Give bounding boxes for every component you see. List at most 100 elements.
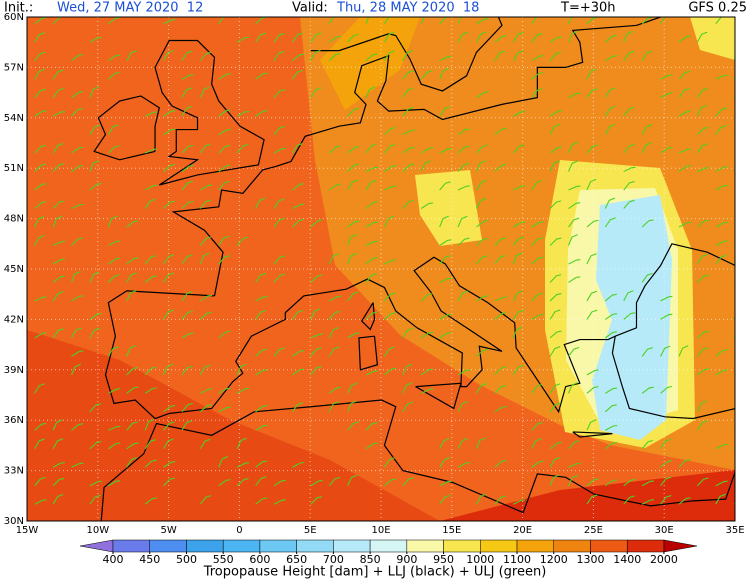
- lon-label: 15E: [442, 525, 461, 536]
- wind-barb: [126, 257, 139, 265]
- wind-barb: [568, 185, 581, 191]
- wind-barb: [733, 95, 735, 98]
- colorbar-label: 550: [213, 553, 234, 566]
- wind-barb: [402, 146, 415, 154]
- wind-barb: [586, 144, 599, 154]
- wind-barb: [641, 124, 653, 135]
- wind-barb: [696, 126, 709, 136]
- colorbar-box: [222, 539, 261, 553]
- wind-barb: [420, 17, 425, 24]
- wind-barb: [181, 50, 193, 61]
- wind-barb: [384, 259, 397, 265]
- wind-barb: [291, 309, 304, 320]
- wind-barb: [181, 420, 193, 431]
- wind-barb: [439, 55, 452, 62]
- wind-barb: [549, 51, 562, 62]
- lon-label: 10W: [86, 525, 109, 536]
- wind-barb: [494, 459, 507, 468]
- wind-barb: [199, 236, 212, 246]
- wind-barb: [347, 146, 360, 154]
- wind-barb: [163, 438, 174, 450]
- wind-barb: [402, 106, 414, 117]
- wind-barb: [328, 401, 340, 413]
- wind-barb: [494, 366, 507, 376]
- wind-barb: [586, 219, 599, 228]
- wind-barb: [291, 402, 304, 413]
- wind-barb: [439, 147, 452, 154]
- wind-barb: [494, 254, 506, 265]
- wind-barb: [255, 348, 268, 357]
- wind-barb: [733, 354, 735, 357]
- lat-label: 54N: [4, 113, 24, 124]
- wind-barb: [255, 32, 267, 43]
- wind-barb: [604, 87, 616, 98]
- wind-barb: [199, 143, 212, 154]
- wind-barb: [273, 499, 286, 505]
- wind-barb: [697, 368, 710, 376]
- wind-barb: [347, 291, 359, 302]
- wind-barb: [604, 123, 616, 135]
- colorbar-label: 700: [323, 553, 344, 566]
- wind-barb: [494, 296, 507, 302]
- wind-barb: [144, 418, 155, 431]
- wind-barb: [623, 290, 634, 302]
- wind-barb: [475, 493, 487, 505]
- lat-label: 30N: [4, 516, 24, 527]
- colorbar-box: [149, 539, 187, 553]
- wind-barb: [255, 197, 266, 209]
- lon-label: 10E: [371, 525, 390, 536]
- init-label: Init.:: [4, 1, 33, 16]
- wind-barb: [733, 334, 735, 339]
- wind-barb: [291, 69, 304, 80]
- wind-barb: [236, 363, 247, 376]
- wind-barb: [347, 107, 359, 117]
- wind-barb: [52, 477, 65, 487]
- wind-barb: [328, 346, 340, 357]
- wind-barb: [163, 254, 175, 265]
- wind-barb: [328, 327, 339, 339]
- wind-barb: [126, 366, 139, 376]
- wind-barb: [696, 143, 708, 154]
- wind-barb: [144, 439, 156, 450]
- wind-barb: [678, 88, 690, 98]
- wind-barb: [660, 345, 671, 357]
- wind-barb: [163, 404, 176, 413]
- wind-barb: [181, 310, 194, 320]
- wind-barb: [218, 330, 231, 339]
- wind-barb: [34, 163, 47, 172]
- wind-barb: [568, 217, 580, 228]
- wind-barb: [439, 67, 449, 80]
- wind-barb: [531, 221, 544, 228]
- wind-barb: [144, 111, 158, 117]
- wind-barb: [568, 141, 578, 154]
- wind-barb: [641, 50, 653, 61]
- wind-barb: [678, 148, 691, 154]
- wind-barb: [623, 180, 635, 191]
- colorbar-end: [79, 539, 114, 553]
- lat-label: 51N: [4, 163, 24, 174]
- wind-barb: [144, 275, 157, 283]
- wind-barb: [273, 479, 286, 487]
- wind-barb: [457, 401, 468, 413]
- wind-barb: [733, 243, 735, 246]
- wind-barb: [715, 74, 728, 80]
- wind-barb: [513, 110, 526, 117]
- wind-barb: [568, 234, 578, 246]
- wind-barb: [71, 350, 84, 357]
- wind-barb: [384, 292, 396, 302]
- wind-barb: [678, 35, 691, 43]
- wind-barb: [531, 17, 538, 25]
- wind-barb: [34, 110, 47, 117]
- lat-label: 57N: [4, 62, 24, 73]
- wind-barb: [696, 104, 707, 117]
- wind-barb: [218, 235, 230, 246]
- wind-barb: [107, 71, 120, 80]
- colorbar-label: 1200: [540, 553, 568, 566]
- wind-barb: [52, 143, 64, 154]
- wind-barb: [273, 198, 285, 209]
- lon-label: 0: [236, 525, 242, 536]
- wind-barb: [383, 17, 390, 25]
- wind-barb: [163, 309, 174, 320]
- wind-barb: [347, 179, 358, 191]
- wind-barb: [144, 497, 157, 505]
